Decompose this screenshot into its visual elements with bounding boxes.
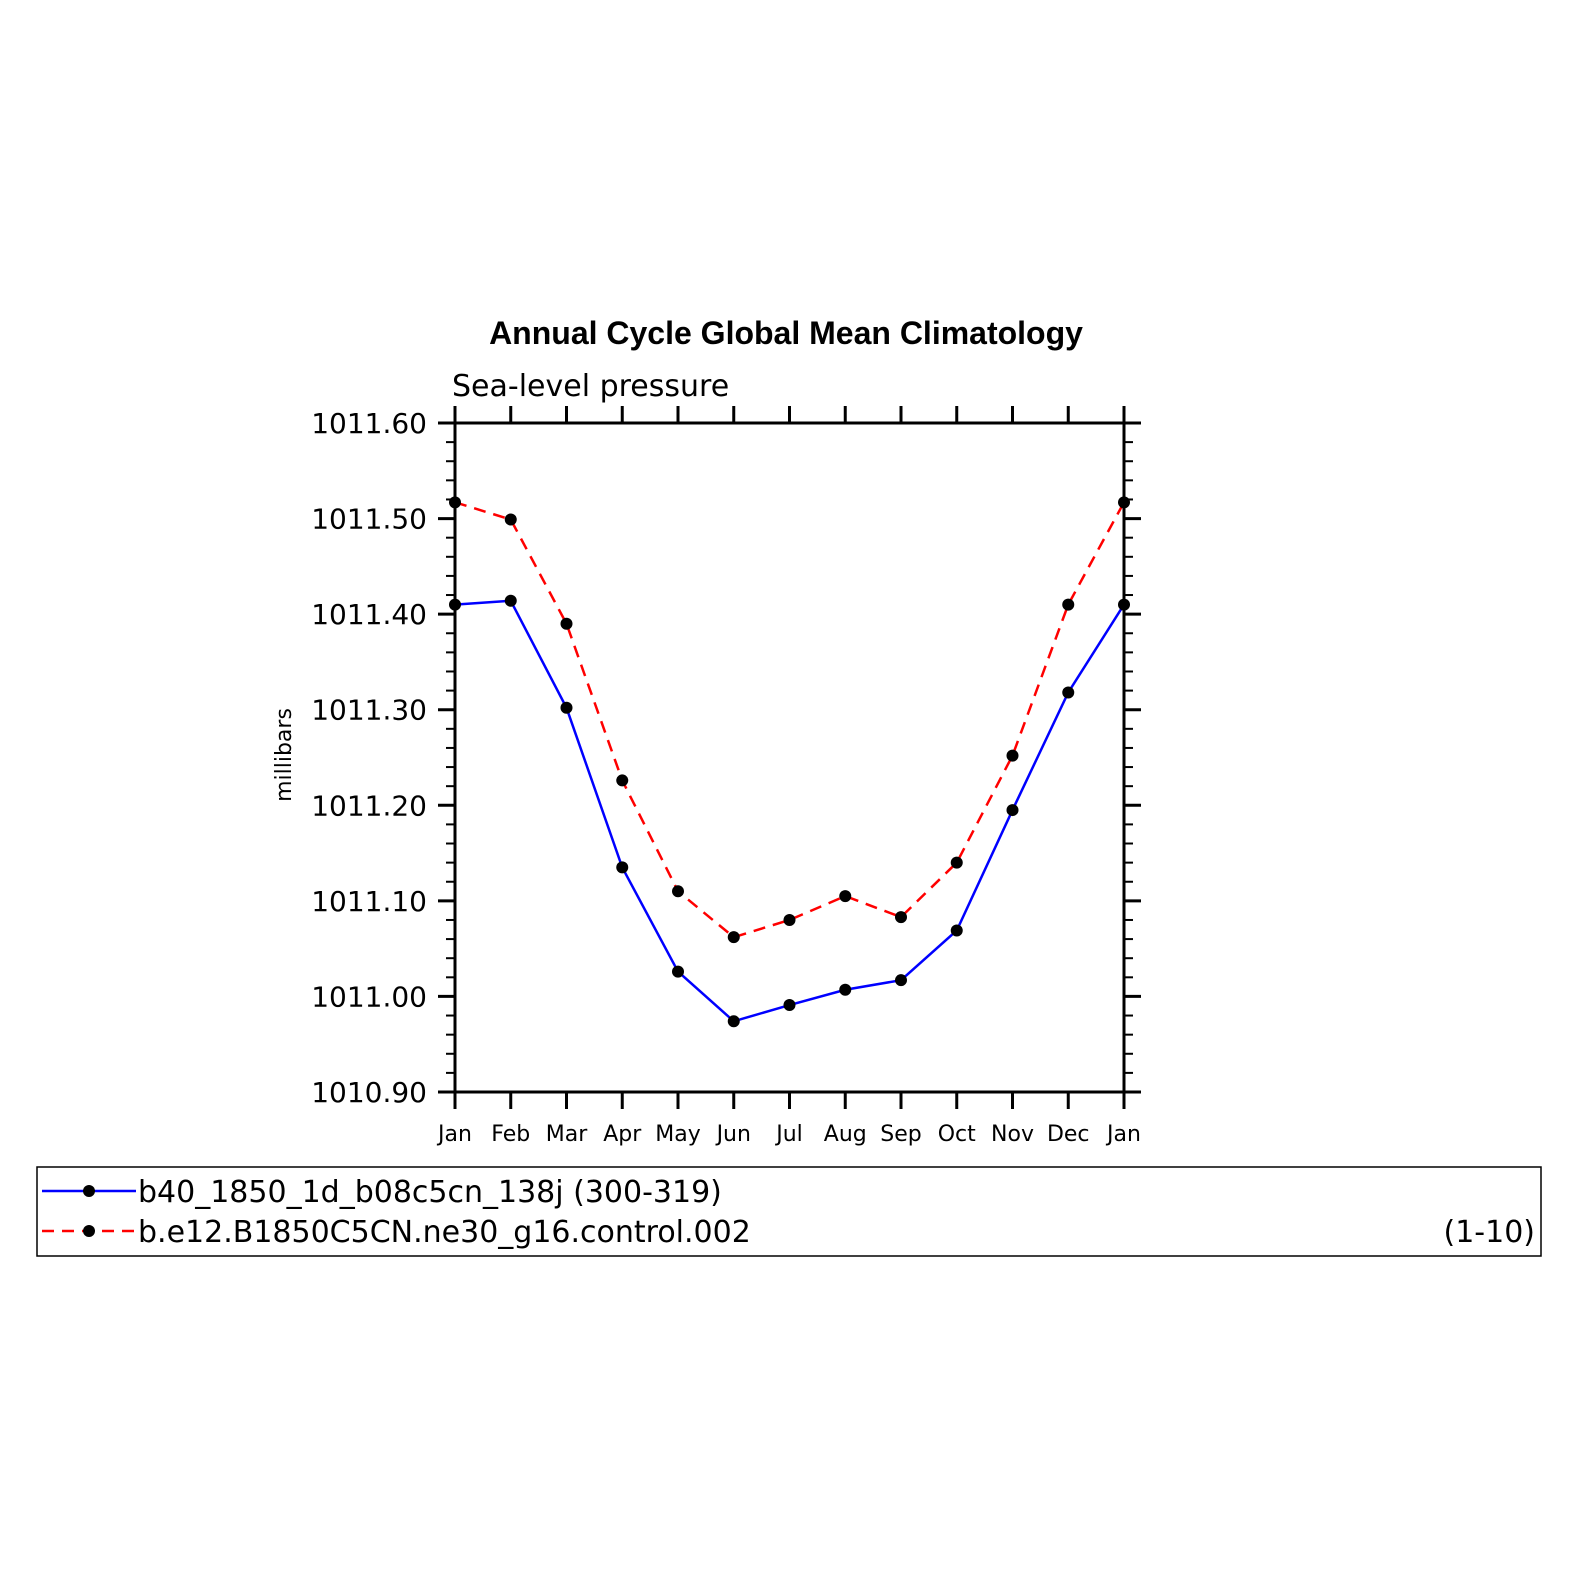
series-2-point (895, 911, 907, 924)
series-2-point (839, 890, 852, 903)
series-1-point (1118, 598, 1130, 611)
x-tick-label: Sep (880, 1122, 921, 1147)
legend-marker-2 (83, 1225, 95, 1237)
series-2-point (560, 617, 573, 630)
legend-label-1: b40_1850_1d_b08c5cn_138j (300-319) (138, 1175, 722, 1210)
y-tick-label: 1011.00 (311, 980, 427, 1013)
series-2-point (504, 513, 517, 526)
series-2-point (1118, 496, 1130, 509)
series-1-point (727, 1015, 740, 1028)
axis-tick-labels: 1010.90 1011.00 1011.10 1011.20 1011.30 1011.… (311, 407, 1141, 1147)
series-line-1 (454, 599, 1126, 1023)
series-2-point (783, 913, 796, 926)
series-1-point (449, 598, 461, 611)
x-tick-label: Jul (774, 1122, 803, 1147)
series-1-point (895, 974, 907, 987)
series-2-point (1062, 598, 1075, 611)
x-tick-label: Jan (436, 1122, 472, 1147)
series-1-point (616, 861, 629, 874)
legend-marker-1 (83, 1185, 95, 1197)
y-tick-label: 1010.90 (311, 1076, 427, 1109)
legend-label-2: b.e12.B1850C5CN.ne30_g16.control.002 (138, 1215, 751, 1250)
chart-subtitle: Sea-level pressure (452, 369, 729, 404)
chart-title: Annual Cycle Global Mean Climatology (489, 315, 1083, 351)
series-1-point (1062, 686, 1075, 699)
series-2-point (616, 774, 629, 787)
series-1-point (950, 924, 963, 937)
series-1-point (560, 701, 573, 714)
series-1-point (839, 983, 852, 996)
x-tick-label: May (655, 1122, 700, 1147)
y-tick-label: 1011.40 (311, 598, 427, 631)
series-1-point (1006, 804, 1019, 817)
y-axis-label: millibars (272, 708, 297, 802)
x-tick-label: Apr (603, 1122, 642, 1147)
x-tick-label: Aug (824, 1122, 867, 1147)
y-tick-label: 1011.60 (311, 407, 427, 440)
x-tick-label: Jun (715, 1122, 751, 1147)
series-2-point (950, 856, 963, 869)
x-tick-label: Feb (491, 1122, 530, 1147)
series-2-point (672, 885, 684, 898)
series-2-point (449, 496, 461, 509)
series-1-point (504, 594, 517, 607)
x-tick-label: Oct (938, 1122, 976, 1147)
series-layer (449, 496, 1130, 1028)
x-tick-label: Jan (1105, 1122, 1141, 1147)
x-tick-label: Dec (1047, 1122, 1090, 1147)
y-tick-label: 1011.20 (311, 789, 427, 822)
x-tick-label: Nov (991, 1122, 1034, 1147)
legend-items: b40_1850_1d_b08c5cn_138j (300-319) b.e12.… (42, 1175, 1535, 1250)
series-1-point (783, 999, 796, 1012)
y-tick-label: 1011.30 (311, 694, 427, 727)
x-tick-label: Mar (546, 1122, 588, 1147)
legend-suffix-2: (1-10) (1444, 1215, 1536, 1250)
series-1-point (672, 965, 684, 978)
series-2-point (727, 931, 740, 944)
y-tick-label: 1011.10 (311, 885, 427, 918)
legend-box (36, 1166, 1542, 1257)
plot-frame (453, 421, 1126, 1094)
legend: b40_1850_1d_b08c5cn_138j (300-319) b.e12.… (36, 1166, 1542, 1257)
series-line-2 (454, 501, 1126, 939)
series-2-point (1006, 749, 1019, 762)
y-tick-label: 1011.50 (311, 503, 427, 536)
